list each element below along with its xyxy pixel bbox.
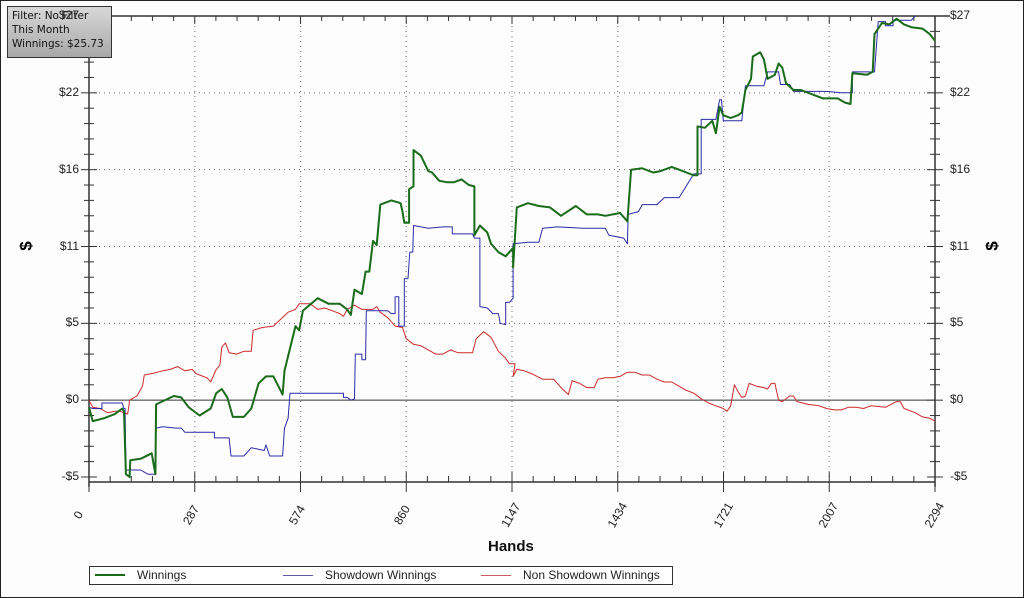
y-tick-label-right: $27 (950, 8, 971, 22)
legend-swatch-winnings (95, 574, 125, 576)
y-tick-label-left: $16 (58, 161, 79, 176)
data-series (88, 15, 936, 478)
filter-info-box: Filter: No Filter This Month Winnings: $… (7, 6, 112, 58)
legend-item-non-showdown: Non Showdown Winnings (481, 568, 660, 582)
y-tick-label-left: $22 (58, 84, 79, 99)
winnings-total: Winnings: $25.73 (12, 38, 104, 50)
series-line-showdown-winnings (88, 15, 916, 475)
y-tick-label-right: $0 (950, 392, 964, 407)
legend-item-showdown: Showdown Winnings (283, 568, 436, 582)
legend-label: Showdown Winnings (325, 568, 437, 582)
legend-swatch-showdown (283, 574, 313, 576)
legend-label: Non Showdown Winnings (523, 568, 660, 582)
legend-label: Winnings (137, 568, 187, 582)
series-line-winnings (88, 17, 936, 478)
x-axis-title: Hands (488, 538, 534, 555)
y-tick-label-left: -$5 (61, 469, 79, 483)
y-tick-label-right: $22 (950, 84, 971, 99)
period-label: This Month (12, 24, 70, 36)
y-axis-title-right: $ (982, 241, 1002, 251)
axes (81, 15, 950, 492)
y-axis-title-left: $ (16, 241, 36, 251)
y-tick-label-left: $0 (65, 392, 79, 407)
gridlines (89, 16, 935, 477)
y-tick-label-left: $5 (65, 315, 79, 330)
y-tick-label-right: $11 (950, 238, 970, 253)
y-tick-label-right: $5 (950, 315, 964, 330)
y-tick-label-left: $27 (58, 8, 79, 22)
legend: Winnings Showdown Winnings Non Showdown … (89, 566, 673, 585)
series-line-non-showdown-winnings (88, 303, 936, 422)
legend-swatch-non-showdown (481, 574, 511, 576)
legend-item-winnings: Winnings (95, 568, 186, 582)
y-tick-label-right: $16 (950, 161, 971, 176)
y-tick-label-left: $11 (59, 238, 79, 253)
y-tick-label-right: -$5 (950, 469, 968, 483)
filter-label: Filter: No Filter (12, 10, 89, 22)
